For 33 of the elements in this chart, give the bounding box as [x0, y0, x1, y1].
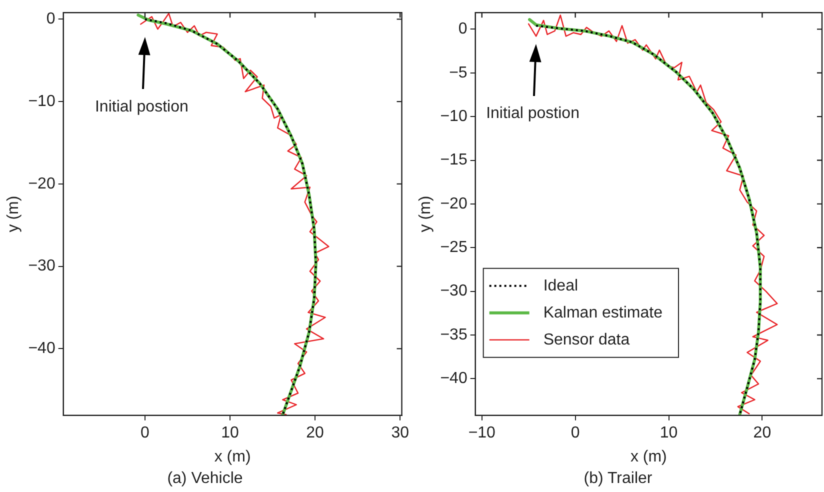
y-tick-label: −35 [440, 326, 468, 344]
y-tick-label: −40 [28, 340, 56, 358]
x-tick-label: 20 [753, 424, 772, 442]
y-axis-title: y (m) [417, 196, 434, 232]
legend-label: Kalman estimate [543, 304, 663, 322]
y-tick-label: −30 [28, 258, 56, 275]
x-tick-label: 10 [660, 424, 678, 442]
x-tick-label: 0 [570, 424, 580, 442]
x-tick-label: 30 [391, 424, 410, 442]
legend-label: Ideal [543, 277, 578, 294]
annotation: Initial postion [486, 105, 580, 122]
x-axis-title: x (m) [214, 448, 251, 466]
y-tick-label: 0 [46, 10, 56, 28]
x-tick-label: −10 [468, 424, 496, 442]
text: (a) Vehicle [167, 470, 243, 487]
x-tick-label: 20 [306, 424, 324, 442]
y-axis-title: y (m) [5, 196, 22, 232]
x-tick-label: 10 [221, 424, 240, 442]
y-tick-label: −5 [449, 64, 468, 82]
text: (b) Trailer [584, 470, 653, 487]
y-tick-label: −30 [440, 282, 468, 300]
y-tick-label: 0 [458, 20, 468, 38]
y-tick-label: −15 [440, 152, 468, 169]
y-tick-label: −40 [440, 370, 468, 388]
x-axis-title: x (m) [630, 448, 667, 466]
x-tick-label: 0 [140, 424, 150, 442]
annotation: Initial postion [94, 98, 188, 116]
legend-label: Sensor data [543, 331, 630, 348]
y-tick-label: −10 [440, 108, 468, 125]
y-tick-label: −20 [440, 195, 468, 212]
y-tick-label: −25 [440, 239, 468, 256]
y-tick-label: −10 [28, 92, 56, 110]
y-tick-label: −20 [28, 175, 56, 192]
